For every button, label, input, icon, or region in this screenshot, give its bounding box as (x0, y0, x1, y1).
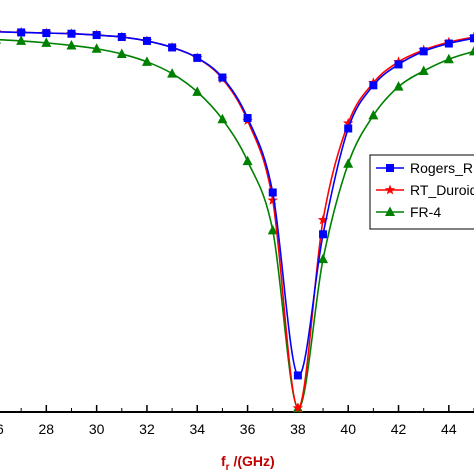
legend-marker-rogers-r (386, 164, 394, 172)
data-point-fr-4 (192, 86, 203, 96)
data-point-rt-duroid (342, 117, 354, 128)
data-point-rogers-r (444, 39, 453, 48)
series-rogers-r (0, 28, 474, 380)
data-point-fr-4 (116, 48, 127, 58)
data-point-rogers-r (67, 29, 76, 38)
data-point-fr-4 (418, 65, 429, 75)
data-point-rogers-r (17, 28, 26, 37)
legend: Rogers_R RT_Duroid FR-4 (369, 154, 474, 230)
data-point-rogers-r (470, 34, 474, 43)
legend-marker-fr-4 (385, 206, 395, 216)
data-point-fr-4 (141, 56, 152, 66)
data-point-rt-duroid (317, 214, 329, 225)
data-point-rogers-r (42, 29, 51, 38)
x-tick-label: 36 (240, 421, 256, 437)
x-tick-label: 30 (89, 421, 105, 437)
x-axis-label-rest: /(GHz) (230, 453, 275, 469)
series-layer (0, 26, 474, 413)
x-tick-label: 34 (189, 421, 205, 437)
data-point-rt-duroid (267, 194, 278, 205)
x-tick-label: 26 (0, 421, 4, 437)
data-point-fr-4 (267, 224, 278, 235)
legend-label-rogers-r: Rogers_R (410, 160, 473, 176)
data-point-fr-4 (242, 155, 253, 166)
data-point-rogers-r (193, 53, 202, 62)
series-line-fr-4 (0, 38, 474, 409)
x-tick-label: 28 (39, 421, 55, 437)
data-point-rogers-r (168, 43, 177, 52)
data-point-fr-4 (16, 35, 27, 45)
data-point-fr-4 (443, 53, 454, 64)
x-axis-label-main: f (221, 453, 226, 469)
series-line-rogers-r (0, 31, 474, 377)
legend-label-fr-4: FR-4 (410, 204, 441, 220)
x-tick-label: 42 (391, 421, 407, 437)
data-point-fr-4 (368, 109, 379, 120)
data-point-rogers-r (243, 114, 252, 122)
axes: 26 28 30 32 34 36 38 40 42 44 (0, 405, 474, 437)
data-point-fr-4 (66, 39, 77, 50)
data-point-fr-4 (318, 253, 329, 264)
data-point-fr-4 (41, 37, 52, 47)
x-tick-label: 38 (290, 421, 306, 437)
x-axis-label-sub: r (226, 462, 230, 473)
data-point-rogers-r (92, 31, 101, 40)
x-tick-label: 44 (441, 421, 457, 437)
data-point-rogers-r (319, 230, 328, 239)
data-point-fr-4 (469, 45, 474, 56)
data-point-fr-4 (167, 68, 178, 78)
data-point-rogers-r (268, 188, 277, 197)
data-point-rt-duroid (0, 30, 2, 32)
data-point-rt-duroid (292, 402, 304, 413)
data-point-rogers-r (293, 371, 302, 380)
data-point-rogers-r (218, 73, 227, 82)
data-point-rogers-r (117, 32, 126, 41)
series-fr-4 (0, 35, 474, 413)
x-tick-label: 32 (139, 421, 155, 437)
legend-label-rt-duroid: RT_Duroid (410, 182, 474, 198)
legend-marker-rt-duroid (384, 184, 396, 195)
data-point-fr-4 (91, 43, 102, 53)
data-point-fr-4 (343, 158, 354, 168)
x-tick-label: 40 (340, 421, 356, 437)
data-point-rogers-r (394, 60, 403, 69)
data-point-fr-4 (393, 81, 404, 91)
data-point-rogers-r (142, 36, 151, 45)
data-point-fr-4 (0, 41, 1, 44)
data-point-fr-4 (217, 113, 228, 124)
data-point-rogers-r (419, 47, 428, 56)
x-axis-label: fr /(GHz) (221, 453, 275, 473)
data-point-rogers-r (369, 81, 378, 90)
data-point-rogers-r (344, 124, 353, 133)
